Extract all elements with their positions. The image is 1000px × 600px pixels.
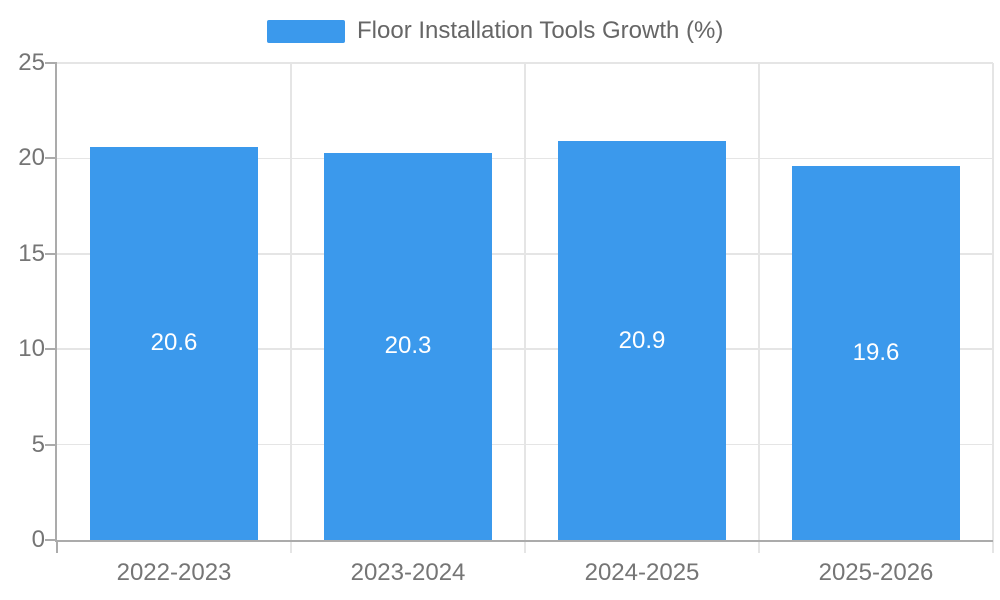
y-tick xyxy=(45,157,57,160)
legend-swatch-icon xyxy=(267,19,345,43)
y-tick-label: 25 xyxy=(18,49,45,76)
bar-value-label: 20.6 xyxy=(150,329,198,357)
y-tick xyxy=(45,348,57,351)
bar: 20.6 xyxy=(90,146,258,540)
y-tick-label: 20 xyxy=(18,144,45,172)
y-axis-line xyxy=(55,63,57,542)
y-tick-label: 0 xyxy=(31,526,45,553)
x-tick-label: 2022-2023 xyxy=(116,559,232,586)
y-tick xyxy=(45,252,57,255)
x-tick-label: 2025-2026 xyxy=(818,559,934,586)
x-tick-label: 2023-2024 xyxy=(350,559,466,586)
x-tick xyxy=(524,540,526,553)
v-gridline xyxy=(992,63,994,540)
bar: 19.6 xyxy=(792,166,960,540)
v-gridline xyxy=(524,63,526,540)
y-tick xyxy=(45,539,57,541)
chart-legend[interactable]: Floor Installation Tools Growth (%) xyxy=(267,15,723,47)
x-axis-line xyxy=(55,539,993,542)
x-tick xyxy=(992,540,994,553)
v-gridline xyxy=(290,63,292,540)
y-tick xyxy=(45,443,57,446)
bar: 20.9 xyxy=(558,141,726,540)
bar-value-label: 20.3 xyxy=(384,332,432,360)
x-tick xyxy=(290,540,292,553)
x-tick xyxy=(56,540,58,553)
bar: 20.3 xyxy=(324,152,492,540)
legend-label: Floor Installation Tools Growth (%) xyxy=(357,17,724,44)
y-tick-label: 15 xyxy=(18,239,45,267)
v-gridline xyxy=(758,63,760,540)
y-tick-label: 5 xyxy=(31,430,45,458)
y-tick xyxy=(45,62,57,64)
x-tick-label: 2024-2025 xyxy=(584,559,700,586)
y-tick-label: 10 xyxy=(18,335,45,363)
bar-value-label: 20.9 xyxy=(618,326,666,354)
x-tick xyxy=(758,540,760,553)
bar-value-label: 19.6 xyxy=(852,339,900,366)
